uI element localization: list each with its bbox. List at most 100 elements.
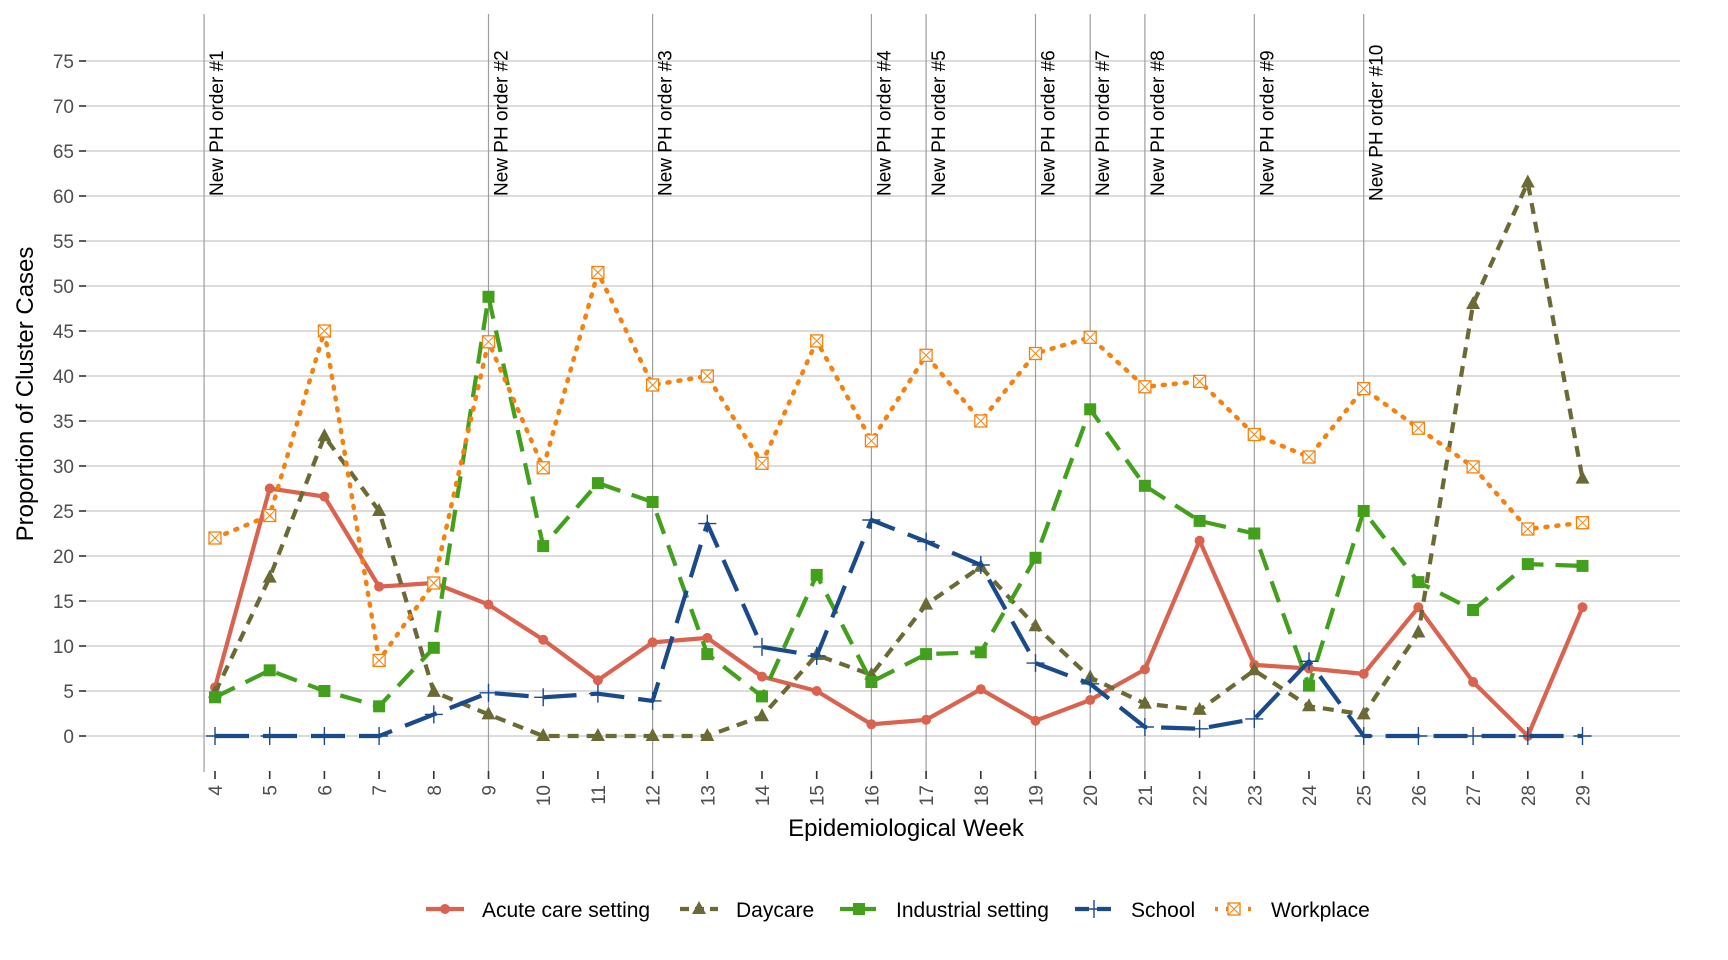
marker-triangle xyxy=(426,683,441,697)
marker-plus xyxy=(753,637,771,656)
marker-square xyxy=(701,648,714,661)
marker-plus xyxy=(206,727,224,745)
marker-square-x xyxy=(372,653,386,668)
marker-square-x xyxy=(1138,380,1152,394)
legend-item: Daycare xyxy=(680,899,814,922)
marker-circle xyxy=(702,632,713,643)
marker-square-x xyxy=(919,348,933,362)
marker-square-x xyxy=(1227,902,1241,916)
x-tick-label: 23 xyxy=(1245,785,1266,806)
ph-order-label: New PH order #10 xyxy=(1367,45,1388,201)
legend-label: Daycare xyxy=(736,899,814,922)
legend-label: School xyxy=(1131,899,1195,922)
y-axis: 0 5 10 15 20 25 30 35 40 45 50 55 60 65 70 75 xyxy=(53,52,86,748)
marker-plus xyxy=(315,727,334,745)
y-tick-label: 10 xyxy=(53,637,74,658)
y-axis-title: Proportion of Cluster Cases xyxy=(12,247,39,542)
legend-label: Industrial setting xyxy=(896,899,1049,922)
ph-order-label: New PH order #9 xyxy=(1257,50,1278,196)
legend-item: Acute care setting xyxy=(426,899,650,922)
marker-circle xyxy=(1358,668,1369,679)
series-industrial-setting xyxy=(209,290,1589,713)
marker-square xyxy=(974,646,987,659)
marker-square-x xyxy=(536,461,550,475)
x-tick-label: 14 xyxy=(753,785,774,807)
x-tick-label: 17 xyxy=(917,785,938,806)
marker-plus xyxy=(917,532,936,551)
legend-item: Industrial setting xyxy=(840,899,1049,922)
marker-square-x xyxy=(1302,450,1316,464)
marker-square xyxy=(920,648,933,661)
y-tick-label: 50 xyxy=(53,277,74,298)
ph-order-label: New PH order #8 xyxy=(1148,50,1169,196)
marker-circle xyxy=(647,637,658,648)
marker-square xyxy=(1193,514,1206,527)
series-line xyxy=(214,294,1583,709)
marker-plus xyxy=(1573,727,1592,745)
series-line xyxy=(212,270,1585,663)
marker-triangle xyxy=(919,596,934,610)
x-tick-label: 9 xyxy=(480,785,501,796)
marker-square-x xyxy=(700,369,714,383)
marker-circle xyxy=(1139,664,1150,675)
marker-circle xyxy=(1030,715,1041,726)
marker-circle xyxy=(319,491,330,502)
marker-square-x xyxy=(864,434,879,448)
marker-square-x xyxy=(263,508,277,523)
gridlines xyxy=(85,60,1680,737)
marker-square xyxy=(865,676,878,688)
x-tick-label: 10 xyxy=(534,785,555,806)
marker-triangle xyxy=(481,706,496,720)
marker-triangle xyxy=(1356,706,1371,720)
marker-triangle xyxy=(1575,470,1590,484)
marker-square-x xyxy=(1411,421,1426,435)
marker-square-x xyxy=(427,576,441,590)
marker-triangle xyxy=(1247,662,1262,676)
series-group xyxy=(206,174,1592,745)
x-tick-label: 7 xyxy=(370,785,391,796)
y-tick-label: 45 xyxy=(53,322,74,343)
x-tick-label: 15 xyxy=(808,785,829,806)
x-tick-label: 20 xyxy=(1081,785,1102,806)
marker-plus xyxy=(971,556,990,574)
marker-plus xyxy=(862,511,881,529)
y-tick-label: 70 xyxy=(53,97,74,118)
marker-triangle xyxy=(700,728,715,741)
marker-plus xyxy=(260,727,279,745)
marker-square xyxy=(318,685,331,697)
legend-item: School xyxy=(1075,899,1195,922)
marker-square-x xyxy=(1028,346,1043,361)
marker-plus xyxy=(807,646,826,665)
ph-order-lines: New PH order #1 New PH order #2 New PH ord… xyxy=(203,14,1388,772)
marker-circle xyxy=(1577,602,1588,613)
marker-circle xyxy=(921,714,932,725)
marker-plus xyxy=(1354,727,1373,745)
marker-circle xyxy=(483,599,494,610)
series-line xyxy=(213,180,1585,739)
marker-plus xyxy=(1409,727,1428,745)
x-tick-label: 19 xyxy=(1027,785,1048,806)
marker-square-x xyxy=(1575,516,1590,530)
marker-circle xyxy=(374,581,385,592)
x-tick-label: 11 xyxy=(589,785,610,805)
x-tick-label: 16 xyxy=(862,785,883,806)
marker-plus xyxy=(1518,727,1537,745)
marker-square xyxy=(1084,403,1097,416)
y-tick-label: 15 xyxy=(53,592,74,613)
series-acute-care-setting xyxy=(210,483,1588,741)
x-tick-label: 13 xyxy=(698,785,719,806)
legend-item: Workplace xyxy=(1215,899,1370,922)
marker-plus xyxy=(643,691,662,710)
y-tick-label: 25 xyxy=(53,502,74,523)
marker-square-x xyxy=(591,265,605,280)
marker-circle xyxy=(1194,535,1205,546)
marker-plus xyxy=(1464,727,1483,745)
x-tick-label: 25 xyxy=(1355,785,1376,806)
marker-circle xyxy=(975,684,986,695)
marker-plus xyxy=(1081,674,1100,693)
ph-order-label: New PH order #2 xyxy=(492,50,513,196)
x-tick-label: 18 xyxy=(972,785,993,806)
marker-plus xyxy=(1026,654,1045,673)
marker-square xyxy=(1357,505,1370,517)
